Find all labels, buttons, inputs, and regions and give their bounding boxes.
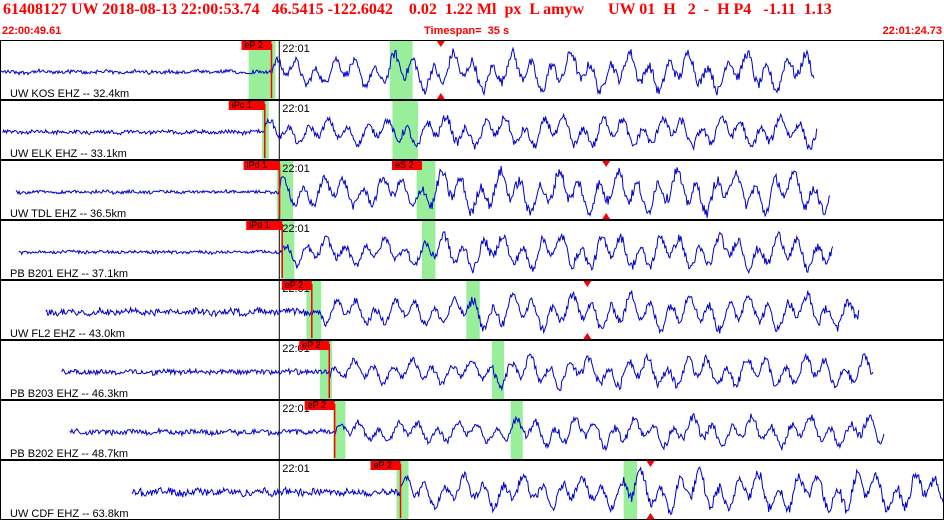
station-label: UW KOS EHZ -- 32.4km: [10, 88, 129, 100]
amplitude-marker-bottom: [602, 213, 611, 219]
p-pick-flag: [304, 400, 335, 410]
amplitude-marker-bottom: [436, 93, 445, 99]
p-pick-flag: [370, 460, 401, 470]
trace-row: 22:01 eP 2 UW KOS EHZ -- 32.4km: [0, 40, 944, 100]
station-label: UW TDL EHZ -- 36.5km: [10, 208, 126, 220]
trace-row: 22:01 eP 2 UW CDF EHZ -- 63.8km: [0, 460, 944, 520]
s-arrival-window: [510, 400, 523, 460]
p-arrival-window: [280, 220, 295, 280]
p-pick-label: iPd 1: [249, 220, 270, 230]
minute-tick-label: 22:01: [282, 463, 310, 475]
amplitude-marker-bottom: [583, 333, 592, 339]
p-pick-flag: [299, 340, 330, 350]
station-label: UW FL2 EHZ -- 43.0km: [10, 328, 125, 340]
amplitude-marker-top: [646, 461, 655, 467]
waveform-trace: [0, 46, 815, 97]
s-pick-label: eS 2: [395, 160, 414, 170]
trace-frame: [0, 40, 944, 100]
trace-frame: [0, 460, 944, 520]
event-title: 61408127 UW 2018-08-13 22:00:53.74 46.54…: [3, 1, 832, 18]
p-pick-flag: [241, 40, 272, 50]
waveform-trace: [15, 166, 831, 219]
amplitude-marker-top: [602, 161, 611, 167]
minute-tick-label: 22:01: [282, 223, 310, 235]
trace-row: 22:01 iPd 1 PB B201 EHZ -- 37.1km: [0, 220, 944, 280]
waveform-trace: [2, 112, 818, 152]
waveform-trace: [18, 230, 834, 275]
p-pick-label: eP 2: [308, 400, 326, 410]
header-bar: 61408127 UW 2018-08-13 22:00:53.74 46.54…: [0, 0, 944, 40]
station-label: PB B203 EHZ -- 46.3km: [10, 388, 128, 400]
station-label: PB B201 EHZ -- 37.1km: [10, 268, 128, 280]
station-label: UW ELK EHZ -- 33.1km: [10, 148, 127, 160]
s-arrival-window: [422, 220, 436, 280]
minute-tick-label: 22:01: [282, 163, 310, 175]
end-time: 22:01:24.73: [882, 25, 942, 37]
s-arrival-window: [623, 460, 638, 520]
p-pick-flag: [246, 220, 283, 230]
station-label: UW CDF EHZ -- 63.8km: [10, 508, 129, 520]
amplitude-marker-bottom: [646, 513, 655, 519]
amplitude-marker-top: [436, 41, 445, 47]
p-pick-flag: [243, 160, 280, 170]
p-pick-flag: [228, 100, 265, 110]
waveform-trace: [45, 290, 860, 335]
minute-tick-label: 22:01: [282, 403, 310, 415]
waveform-trace: [131, 466, 944, 516]
waveform-trace: [69, 412, 885, 452]
p-arrival-window: [333, 400, 346, 460]
p-pick-label: iPd 1: [247, 160, 268, 170]
start-time: 22:00:49.61: [2, 25, 62, 37]
waveform-trace: [61, 352, 874, 392]
minute-tick-label: 22:01: [282, 103, 310, 115]
p-arrival-window: [396, 460, 409, 520]
timespan-label: Timespan= 35 s: [424, 25, 510, 37]
s-pick-flag: [392, 160, 423, 170]
s-arrival-window: [466, 280, 480, 340]
trace-row: 22:01 iPd 1 eS 2 UW TDL EHZ -- 36.5km: [0, 160, 944, 220]
trace-row: 22:01 iPc 1 UW ELK EHZ -- 33.1km: [0, 100, 944, 160]
p-pick-label: iPc 1: [232, 100, 252, 110]
p-pick-label: eP 2: [244, 40, 262, 50]
minute-tick-label: 22:01: [282, 43, 310, 55]
p-arrival-window: [276, 160, 293, 220]
p-pick-flag: [281, 280, 312, 290]
amplitude-marker-top: [583, 281, 592, 287]
p-pick-label: eP 2: [285, 280, 303, 290]
p-pick-label: eP 2: [302, 340, 320, 350]
station-label: PB B202 EHZ -- 48.7km: [10, 448, 128, 460]
p-pick-label: eP 2: [374, 460, 392, 470]
